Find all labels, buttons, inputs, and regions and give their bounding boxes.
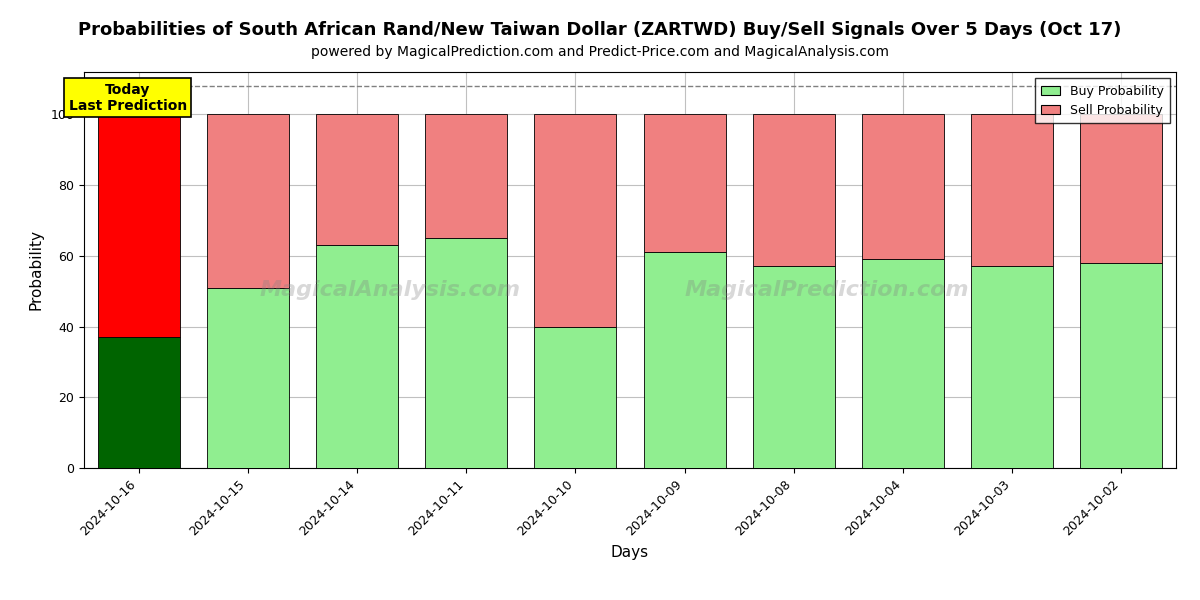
Bar — [643, 115, 726, 253]
Text: powered by MagicalPrediction.com and Predict-Price.com and MagicalAnalysis.com: powered by MagicalPrediction.com and Pre… — [311, 45, 889, 59]
Y-axis label: Probability: Probability — [29, 229, 43, 311]
Bar — [316, 115, 398, 245]
Bar — [97, 337, 180, 468]
Text: MagicalPrediction.com: MagicalPrediction.com — [684, 280, 968, 300]
Bar — [643, 253, 726, 468]
Bar — [862, 115, 944, 259]
Legend: Buy Probability, Sell Probability: Buy Probability, Sell Probability — [1034, 78, 1170, 123]
Bar — [1080, 115, 1163, 263]
Bar — [206, 287, 289, 468]
Text: Probabilities of South African Rand/New Taiwan Dollar (ZARTWD) Buy/Sell Signals : Probabilities of South African Rand/New … — [78, 21, 1122, 39]
Bar — [1080, 263, 1163, 468]
Bar — [97, 115, 180, 337]
Bar — [425, 238, 508, 468]
Bar — [752, 115, 835, 266]
Bar — [971, 115, 1054, 266]
Text: MagicalAnalysis.com: MagicalAnalysis.com — [259, 280, 521, 300]
Bar — [534, 326, 617, 468]
Bar — [752, 266, 835, 468]
X-axis label: Days: Days — [611, 545, 649, 560]
Bar — [534, 115, 617, 326]
Bar — [206, 115, 289, 287]
Bar — [425, 115, 508, 238]
Bar — [316, 245, 398, 468]
Bar — [971, 266, 1054, 468]
Text: Today
Last Prediction: Today Last Prediction — [68, 83, 187, 113]
Bar — [862, 259, 944, 468]
